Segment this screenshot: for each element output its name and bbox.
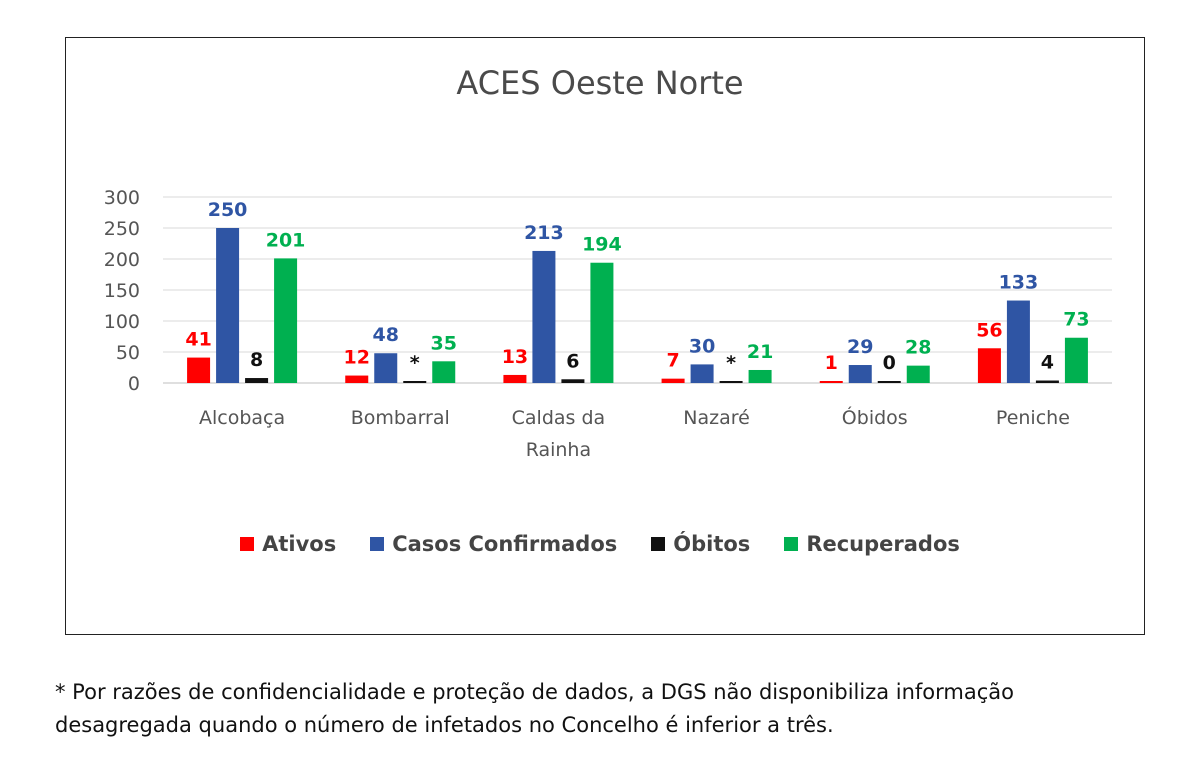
bar-recuperados bbox=[906, 365, 930, 383]
x-tick-label: Nazaré bbox=[683, 407, 750, 429]
chart-legend: Ativos Casos Confirmados Óbitos Recuperados bbox=[0, 532, 1200, 556]
legend-label: Recuperados bbox=[806, 532, 960, 556]
data-label: 73 bbox=[1063, 309, 1089, 331]
data-label: 0 bbox=[883, 352, 896, 374]
x-tick-label: Peniche bbox=[996, 407, 1070, 429]
bar-casos-confirmados bbox=[532, 250, 556, 383]
footnote: * Por razões de confidencialidade e prot… bbox=[55, 680, 1015, 737]
bar-ativos bbox=[661, 378, 685, 383]
legend-swatch bbox=[651, 537, 666, 551]
legend-item: Ativos bbox=[240, 532, 336, 556]
data-label: 4 bbox=[1041, 352, 1054, 374]
data-label: 7 bbox=[666, 350, 679, 372]
data-label: 250 bbox=[208, 199, 248, 221]
bar-casos-confirmados bbox=[374, 353, 398, 383]
y-tick-label: 250 bbox=[104, 218, 140, 240]
legend-label: Casos Confirmados bbox=[392, 532, 618, 556]
bar-recuperados bbox=[274, 258, 298, 383]
bar-casos-confirmados bbox=[216, 228, 240, 383]
data-label: 201 bbox=[266, 229, 306, 251]
legend-swatch bbox=[784, 537, 799, 551]
legend-item: Recuperados bbox=[784, 532, 960, 556]
bar-casos-confirmados bbox=[1006, 300, 1030, 383]
data-label: 6 bbox=[566, 350, 579, 372]
legend-item: Casos Confirmados bbox=[370, 532, 617, 556]
y-tick-label: 50 bbox=[116, 342, 140, 364]
data-label: 194 bbox=[582, 234, 622, 256]
data-label: 13 bbox=[502, 346, 528, 368]
x-tick-label: Alcobaça bbox=[199, 407, 285, 429]
chart-title: ACES Oeste Norte bbox=[456, 64, 744, 102]
legend-label: Ativos bbox=[262, 532, 337, 556]
data-label: 41 bbox=[185, 329, 211, 351]
bar-chart: 050100150200250300412508201Alcobaça1248*… bbox=[104, 187, 1112, 461]
bar-recuperados bbox=[590, 262, 614, 383]
data-label: 35 bbox=[431, 332, 457, 354]
x-tick-label: Rainha bbox=[526, 439, 591, 461]
y-tick-label: 150 bbox=[104, 280, 140, 302]
bar-óbitos bbox=[561, 379, 585, 383]
bar-óbitos bbox=[877, 381, 901, 383]
bar-óbitos bbox=[245, 378, 269, 383]
legend-label: Óbitos bbox=[673, 532, 751, 556]
bar-óbitos bbox=[1035, 380, 1059, 383]
x-tick-label: Óbidos bbox=[842, 405, 908, 429]
data-label: 48 bbox=[373, 324, 399, 346]
x-tick-label: Bombarral bbox=[351, 407, 450, 429]
bar-ativos bbox=[187, 357, 211, 383]
bar-ativos bbox=[503, 374, 527, 383]
x-tick-label: Caldas da bbox=[512, 407, 606, 429]
chart-frame bbox=[65, 37, 1145, 635]
data-label: 1 bbox=[825, 352, 838, 374]
data-label: 21 bbox=[747, 341, 773, 363]
data-label: * bbox=[726, 352, 736, 374]
bar-óbitos bbox=[403, 381, 427, 383]
legend-swatch bbox=[370, 537, 385, 551]
data-label: 133 bbox=[999, 272, 1039, 294]
data-label: 12 bbox=[344, 347, 370, 369]
bar-recuperados bbox=[748, 369, 772, 383]
legend-swatch bbox=[240, 537, 255, 551]
data-label: * bbox=[410, 352, 420, 374]
legend-item: Óbitos bbox=[651, 532, 750, 556]
bar-óbitos bbox=[719, 381, 743, 383]
bar-recuperados bbox=[432, 361, 456, 383]
bar-casos-confirmados bbox=[848, 365, 872, 383]
y-tick-label: 0 bbox=[128, 373, 140, 395]
data-label: 56 bbox=[976, 319, 1002, 341]
y-tick-label: 100 bbox=[104, 311, 140, 333]
bar-ativos bbox=[819, 381, 843, 383]
bar-recuperados bbox=[1064, 337, 1088, 383]
data-label: 29 bbox=[847, 336, 873, 358]
bar-ativos bbox=[977, 348, 1001, 383]
bar-ativos bbox=[345, 375, 369, 383]
data-label: 213 bbox=[524, 222, 564, 244]
data-label: 28 bbox=[905, 337, 931, 359]
y-tick-label: 300 bbox=[104, 187, 140, 209]
data-label: 30 bbox=[689, 335, 715, 357]
bar-casos-confirmados bbox=[690, 364, 714, 383]
y-tick-label: 200 bbox=[104, 249, 140, 271]
data-label: 8 bbox=[250, 349, 263, 371]
